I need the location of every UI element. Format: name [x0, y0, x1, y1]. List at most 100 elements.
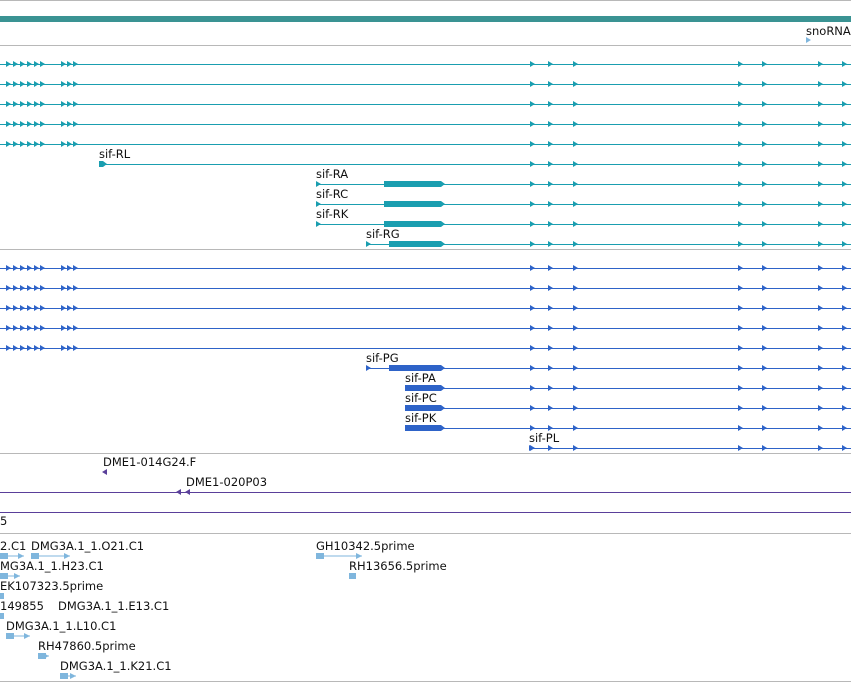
strand-arrow-right-icon: [6, 345, 11, 351]
est-feature[interactable]: DMG3A.1_1.K21.C1: [60, 659, 172, 679]
transcript[interactable]: [0, 345, 851, 351]
strand-arrow-right-icon: [548, 61, 553, 67]
strand-arrow-right-icon: [73, 61, 78, 67]
transcript[interactable]: sif-RC: [316, 187, 851, 207]
strand-arrow-right-icon: [366, 241, 371, 247]
strand-arrow-right-icon: [573, 425, 578, 431]
transcript[interactable]: [0, 101, 851, 107]
strand-arrow-right-icon: [34, 81, 39, 87]
est-label: DMG3A.1_1.L10.C1: [6, 619, 116, 633]
strand-arrow-right-icon: [842, 285, 847, 291]
strand-arrow-right-icon: [27, 345, 32, 351]
est-feature[interactable]: RH47860.5prime: [38, 639, 136, 659]
strand-arrow-right-icon: [548, 181, 553, 187]
strand-arrow-right-icon: [20, 81, 25, 87]
est-feature[interactable]: DMG3A.1_1.L10.C1: [6, 619, 116, 639]
transcript[interactable]: [0, 121, 851, 127]
strand-arrow-right-icon: [762, 425, 767, 431]
est-feature[interactable]: EK107323.5prime: [0, 579, 103, 599]
strand-arrow-right-icon: [762, 241, 767, 247]
est-feature[interactable]: GH10342.5prime: [316, 539, 415, 559]
strand-arrow-right-icon: [738, 425, 743, 431]
transcript[interactable]: sif-RL: [99, 147, 851, 167]
est-label: MG3A.1_1.H23.C1: [0, 559, 104, 573]
strand-arrow-right-icon: [762, 201, 767, 207]
cds-block: [384, 221, 445, 227]
cds-block: [389, 241, 445, 247]
strand-arrow-right-icon: [73, 325, 78, 331]
strand-arrow-right-icon: [316, 181, 321, 187]
strand-arrow-right-icon: [842, 305, 847, 311]
transcript[interactable]: sif-RG: [366, 227, 851, 247]
transcript[interactable]: sif-RK: [316, 207, 851, 227]
transcript[interactable]: [0, 141, 851, 147]
strand-arrow-right-icon: [548, 345, 553, 351]
strand-arrow-right-icon: [818, 221, 823, 227]
est-label: RH13656.5prime: [349, 559, 447, 573]
strand-arrow-right-icon: [842, 265, 847, 271]
transcript[interactable]: [0, 305, 851, 311]
cds-block: [405, 385, 445, 391]
strand-arrow-right-icon: [40, 121, 45, 127]
est-feature[interactable]: MG3A.1_1.H23.C1: [0, 559, 104, 579]
gene-span-bar[interactable]: [0, 16, 851, 22]
strand-arrow-right-icon: [818, 121, 823, 127]
transcript[interactable]: [0, 265, 851, 271]
strand-arrow-right-icon: [842, 405, 847, 411]
strand-arrow-right-icon: [366, 365, 371, 371]
strand-arrow-right-icon: [13, 305, 18, 311]
snorna-feature[interactable]: snoRNA: [806, 24, 851, 43]
strand-arrow-right-icon: [405, 385, 410, 391]
strand-arrow-right-icon: [73, 101, 78, 107]
est-feature[interactable]: 149855: [0, 599, 44, 619]
transcript[interactable]: sif-PG: [366, 351, 851, 371]
strand-arrow-right-icon: [530, 305, 535, 311]
transcript[interactable]: sif-PK: [405, 411, 851, 431]
est-feature[interactable]: RH13656.5prime: [349, 559, 447, 579]
transcript[interactable]: sif-PL: [529, 431, 851, 451]
strand-arrow-right-icon: [40, 141, 45, 147]
strand-arrow-right-icon: [530, 365, 535, 371]
strand-arrow-right-icon: [573, 265, 578, 271]
strand-arrow-right-icon: [34, 265, 39, 271]
transcript[interactable]: [0, 81, 851, 87]
strand-arrow-right-icon: [573, 405, 578, 411]
strand-arrow-right-icon: [27, 121, 32, 127]
transcript[interactable]: sif-PC: [405, 391, 851, 411]
strand-arrow-right-icon: [405, 405, 410, 411]
snorna-arrow-icon: [806, 37, 811, 43]
est-label: RH47860.5prime: [38, 639, 136, 653]
cds-block: [389, 365, 445, 371]
strand-arrow-right-icon: [842, 241, 847, 247]
transcript[interactable]: sif-RA: [316, 167, 851, 187]
strand-arrow-right-icon: [738, 405, 743, 411]
snorna-label: snoRNA: [806, 24, 851, 38]
clone-feature[interactable]: DME1-014G24.F: [102, 455, 196, 475]
strand-arrow-right-icon: [61, 81, 66, 87]
strand-arrow-right-icon: [34, 101, 39, 107]
strand-arrow-right-icon: [573, 325, 578, 331]
strand-arrow-right-icon: [61, 121, 66, 127]
transcript-label: sif-RA: [316, 167, 348, 181]
transcript[interactable]: sif-PA: [405, 371, 851, 391]
strand-arrow-right-icon: [67, 81, 72, 87]
est-arrow-icon: [24, 633, 30, 639]
transcript[interactable]: [0, 61, 851, 67]
transcript-label: sif-RC: [316, 187, 348, 201]
strand-arrow-right-icon: [818, 345, 823, 351]
est-feature[interactable]: DMG3A.1_1.O21.C1: [31, 539, 144, 559]
strand-arrow-right-icon: [530, 121, 535, 127]
transcript[interactable]: [0, 285, 851, 291]
strand-arrow-right-icon: [67, 285, 72, 291]
est-feature[interactable]: 2.C1: [0, 539, 26, 559]
est-arrow-icon: [64, 553, 70, 559]
transcript-label: sif-PL: [529, 431, 560, 445]
est-feature[interactable]: DMG3A.1_1.E13.C1: [58, 599, 169, 613]
transcript[interactable]: [0, 325, 851, 331]
strand-arrow-right-icon: [530, 101, 535, 107]
strand-arrow-right-icon: [762, 345, 767, 351]
strand-arrow-right-icon: [818, 305, 823, 311]
strand-arrow-right-icon: [13, 141, 18, 147]
strand-arrow-right-icon: [842, 365, 847, 371]
strand-arrow-right-icon: [762, 181, 767, 187]
